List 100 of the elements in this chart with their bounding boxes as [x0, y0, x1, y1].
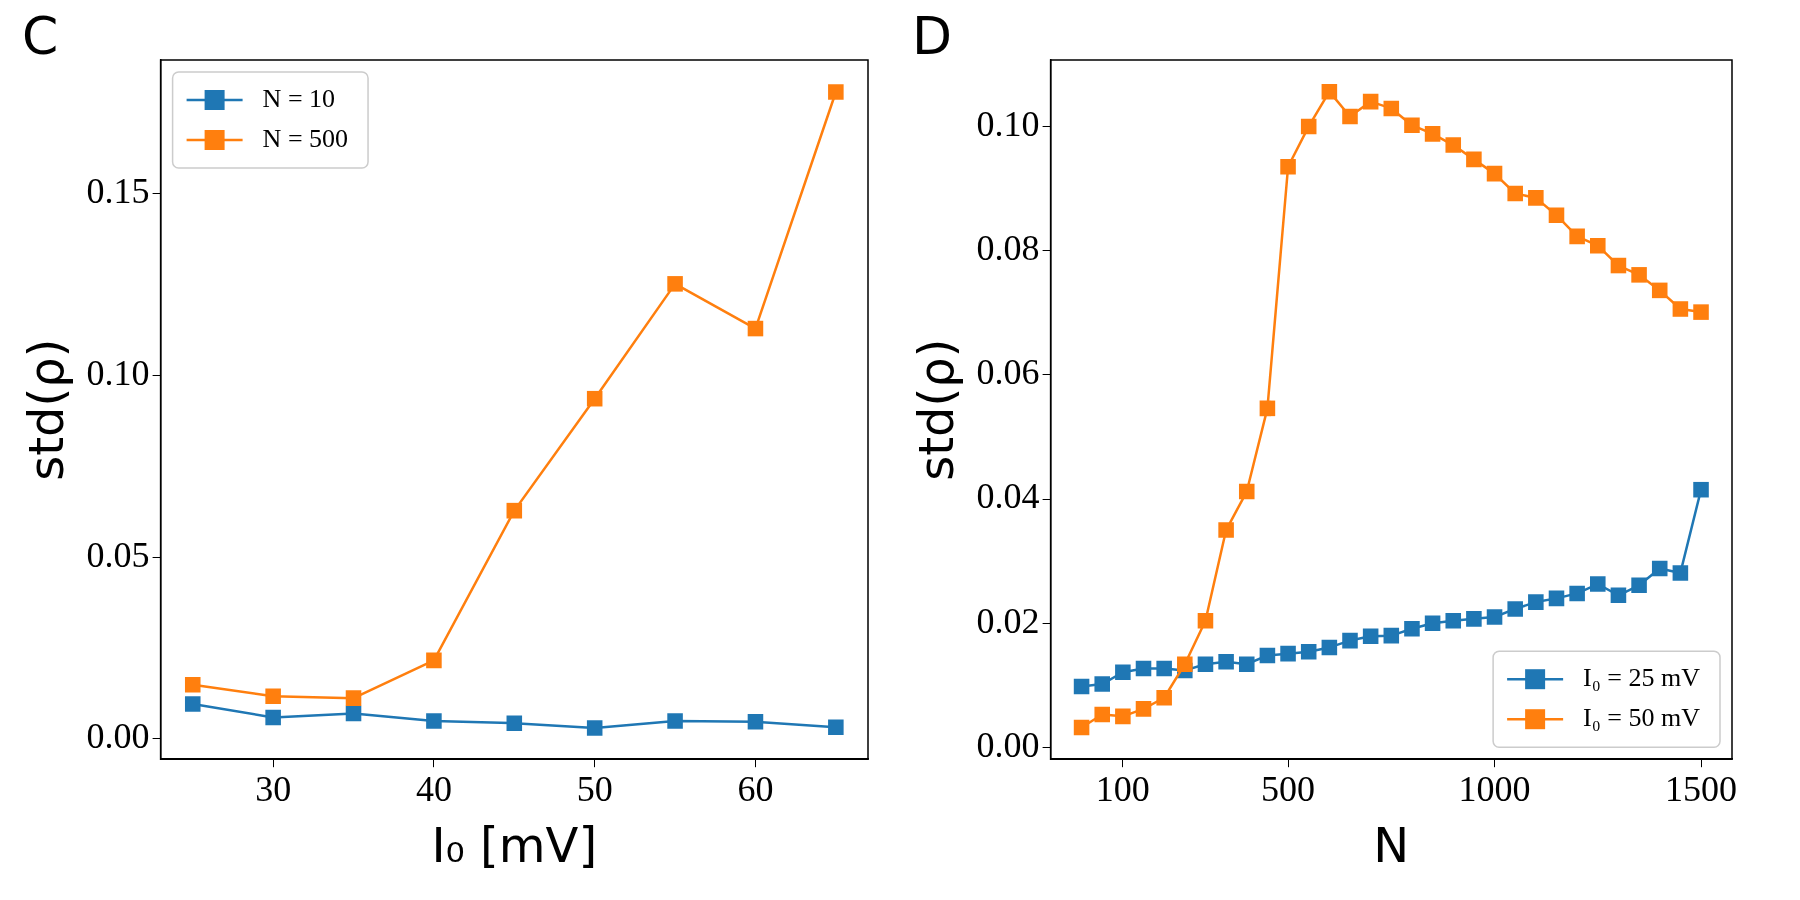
point — [1238, 483, 1255, 500]
point — [1507, 601, 1523, 617]
point — [667, 276, 683, 292]
point — [1259, 647, 1276, 664]
point — [1321, 639, 1338, 656]
point — [1094, 706, 1110, 723]
point — [1404, 117, 1420, 133]
y-axis-title: std(ρ) — [18, 338, 75, 481]
point — [1651, 282, 1668, 299]
point — [1197, 612, 1214, 629]
point — [184, 676, 201, 693]
y-tick-label: 0.15 — [86, 171, 150, 212]
point — [1569, 585, 1585, 602]
point — [1466, 611, 1482, 627]
point — [1445, 137, 1462, 153]
point — [1610, 257, 1627, 274]
legend-label: N = 500 — [262, 123, 349, 153]
point — [1094, 676, 1110, 692]
point — [747, 713, 764, 730]
point — [1073, 678, 1090, 695]
point — [747, 320, 764, 337]
point — [1115, 708, 1131, 725]
point — [1651, 560, 1668, 577]
point — [265, 709, 281, 726]
point — [1321, 83, 1338, 100]
point — [1486, 165, 1503, 182]
point — [1507, 185, 1523, 202]
point — [1073, 719, 1090, 736]
point — [1672, 565, 1689, 581]
x-tick-label: 30 — [255, 769, 292, 810]
legend-label: I₀ = 25 mV — [1583, 663, 1701, 693]
point — [1156, 660, 1172, 677]
x-tick-label: 500 — [1261, 769, 1316, 810]
x-axis-title: I₀ [mV] — [431, 816, 598, 873]
chart-title: D — [912, 5, 953, 66]
point — [184, 696, 201, 712]
point — [1280, 645, 1296, 662]
point — [1590, 576, 1606, 592]
x-axis-title: N — [1373, 816, 1410, 873]
point — [1528, 594, 1544, 610]
point — [1300, 118, 1317, 135]
point — [1156, 689, 1172, 706]
y-tick-label: 0.05 — [86, 534, 150, 575]
y-tick-label: 0.00 — [86, 716, 150, 757]
point — [1672, 301, 1689, 317]
x-tick-label: 60 — [737, 769, 774, 810]
legend-label: I₀ = 50 mV — [1583, 703, 1701, 733]
y-tick-label: 0.08 — [976, 228, 1040, 269]
point — [1259, 400, 1276, 417]
y-tick-label: 0.04 — [976, 476, 1040, 517]
point — [1238, 656, 1255, 672]
point — [1528, 190, 1544, 206]
point — [426, 713, 442, 729]
point — [1135, 701, 1152, 717]
point — [426, 652, 442, 669]
point — [1445, 612, 1462, 629]
chart-title: C — [22, 5, 59, 66]
point — [828, 84, 844, 100]
y-tick-label: 0.10 — [86, 352, 150, 393]
point — [1466, 151, 1482, 168]
point — [1218, 653, 1234, 670]
point — [1280, 159, 1296, 175]
point — [1218, 522, 1234, 538]
y-tick-label: 0.10 — [976, 103, 1040, 144]
point — [1342, 108, 1358, 125]
y-tick-label: 0.02 — [976, 600, 1040, 641]
x-tick-label: 100 — [1095, 769, 1150, 810]
point — [1590, 237, 1606, 254]
point — [1135, 660, 1152, 677]
point — [1383, 627, 1400, 644]
point — [586, 720, 603, 736]
point — [1569, 228, 1585, 245]
point — [1404, 621, 1420, 637]
point — [1115, 664, 1131, 681]
x-tick-label: 40 — [415, 769, 452, 810]
point — [1693, 304, 1709, 320]
point — [1610, 587, 1627, 604]
point — [506, 715, 523, 731]
point — [1342, 632, 1358, 649]
point — [1548, 207, 1565, 224]
point — [1362, 628, 1379, 645]
point — [1631, 577, 1647, 594]
point — [1486, 609, 1503, 625]
point — [1631, 267, 1647, 283]
point — [1300, 644, 1317, 660]
point — [1693, 481, 1709, 498]
point — [506, 502, 523, 519]
point — [586, 390, 603, 407]
legend-label: N = 10 — [262, 83, 336, 113]
x-tick-label: 1500 — [1665, 769, 1738, 810]
y-axis-title: std(ρ) — [908, 338, 965, 481]
point — [1424, 126, 1441, 142]
point — [345, 705, 362, 722]
point — [345, 690, 362, 706]
x-tick-label: 50 — [576, 769, 613, 810]
x-tick-label: 1000 — [1458, 769, 1531, 810]
point — [265, 688, 281, 705]
point — [1177, 656, 1193, 672]
point — [1383, 100, 1400, 117]
point — [667, 713, 683, 729]
